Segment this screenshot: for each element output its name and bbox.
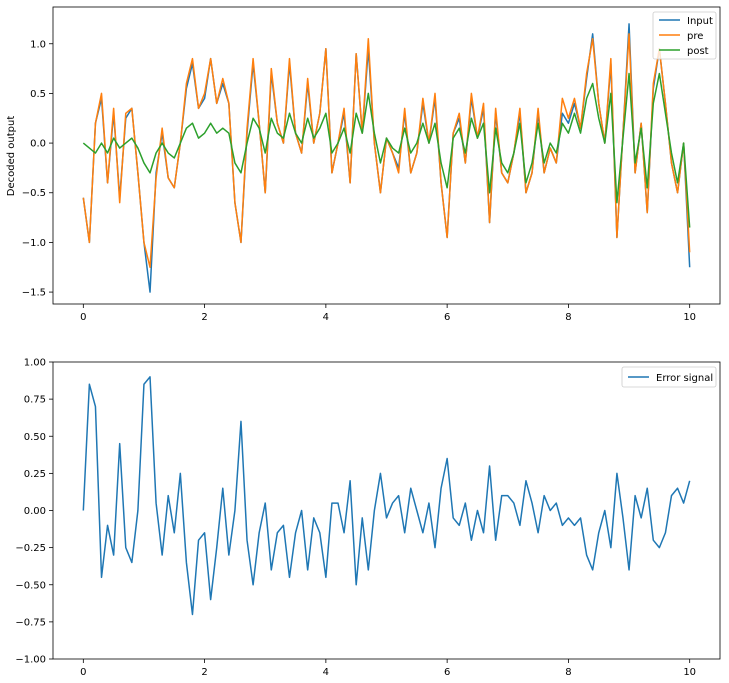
y-tick-label: −0.5: [22, 188, 46, 199]
y-tick-label: 1.0: [30, 39, 46, 50]
x-tick-label: 10: [683, 667, 696, 678]
y-tick-label: 0.5: [30, 89, 46, 100]
bottom-axes-ticks: 0 2 4 6 8 10 −1.00 −0.75 −0.50 −0.25 0.00 0.25 0.50 0…: [15, 358, 696, 679]
y-tick-label: 0.75: [24, 395, 46, 406]
x-tick-label: 6: [444, 312, 450, 323]
x-tick-label: 6: [444, 667, 450, 678]
legend-label-pre: pre: [687, 31, 703, 42]
x-tick-label: 2: [201, 312, 207, 323]
x-tick-label: 0: [80, 667, 86, 678]
y-tick-label: 0.0: [30, 139, 46, 150]
y-tick-label: 1.00: [24, 358, 46, 369]
error-signal-chart: 0 2 4 6 8 10 −1.00 −0.75 −0.50 −0.25 0.00 0.25 0.50 0…: [15, 358, 721, 679]
decoded-output-series-group: [82, 23, 691, 293]
legend-label-post: post: [687, 46, 709, 57]
x-tick-label: 8: [565, 312, 571, 323]
y-tick-label: −1.5: [22, 288, 46, 299]
y-tick-label: −0.50: [15, 580, 46, 591]
bottom-legend-box: [621, 366, 717, 388]
top-axes-frame: [52, 6, 721, 305]
x-tick-label: 4: [323, 312, 329, 323]
y-tick-label: 0.00: [24, 506, 46, 517]
series-line-error-signal: [82, 376, 691, 616]
legend-label-input: Input: [687, 16, 713, 27]
top-y-axis-label: Decoded output: [6, 116, 17, 197]
bottom-legend: Error signal: [621, 366, 717, 388]
x-tick-label: 8: [565, 667, 571, 678]
x-tick-label: 2: [201, 667, 207, 678]
top-axes-ticks: 0 2 4 6 8 10 −1.5 −1.0 −0.5 0.0 0.5 1.0: [22, 39, 696, 323]
error-signal-series-group: [82, 376, 691, 616]
decoded-output-chart: 0 2 4 6 8 10 −1.5 −1.0 −0.5 0.0 0.5 1.0 Decoded out…: [6, 6, 721, 323]
y-tick-label: −1.0: [22, 238, 46, 249]
x-tick-label: 10: [683, 312, 696, 323]
top-legend-box: [652, 11, 717, 60]
top-legend: Input pre post: [652, 11, 717, 60]
y-tick-label: −1.00: [15, 655, 46, 666]
x-tick-label: 0: [80, 312, 86, 323]
series-line-post: [82, 72, 691, 228]
legend-label-error-signal: Error signal: [656, 373, 713, 384]
x-tick-label: 4: [323, 667, 329, 678]
y-tick-label: 0.50: [24, 432, 46, 443]
y-tick-label: −0.25: [15, 543, 46, 554]
y-tick-label: −0.75: [15, 617, 46, 628]
y-tick-label: 0.25: [24, 469, 46, 480]
